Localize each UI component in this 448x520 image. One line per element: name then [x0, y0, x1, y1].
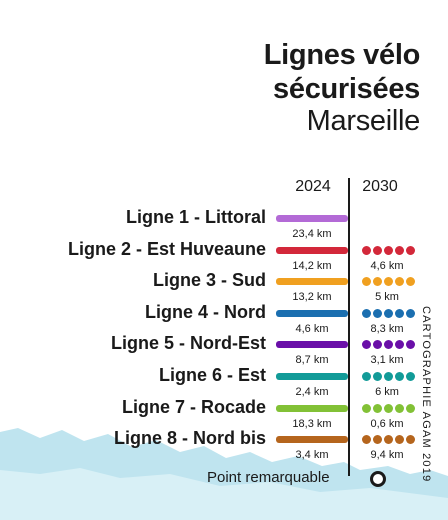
dot-2030	[384, 435, 393, 445]
value-label-2024: 13,2 km	[292, 291, 332, 304]
title-line-1: Lignes vélo	[263, 39, 421, 71]
value-label-2030: 4,6 km	[370, 259, 404, 272]
value-label-2030: 6 km	[375, 386, 399, 398]
dot-2030	[384, 308, 393, 318]
bar-2024	[276, 309, 348, 317]
dot-2030	[373, 308, 382, 318]
dot-2030	[395, 372, 404, 381]
dot-2030	[373, 245, 382, 255]
dot-2030	[373, 340, 382, 350]
dot-2030	[395, 403, 404, 413]
year-divider	[348, 178, 350, 476]
dot-2030	[395, 435, 404, 445]
chart-row: Ligne 4 - Nord 4,6 km 8,3 km	[0, 301, 448, 335]
year-header-2024: 2024	[295, 178, 331, 195]
dot-2030	[373, 403, 382, 413]
dot-2030	[395, 245, 404, 255]
coast-shadow	[0, 468, 448, 520]
dot-2030	[362, 403, 371, 413]
dot-2030	[395, 308, 404, 318]
value-label-2030: 0,6 km	[370, 417, 404, 430]
year-header-2030: 2030	[362, 178, 398, 195]
dot-2030	[406, 372, 415, 381]
dot-2030	[373, 435, 382, 445]
dot-2030	[373, 277, 382, 287]
bar-2024	[276, 215, 348, 222]
chart-row: Ligne 1 - Littoral 23,4 km	[0, 207, 448, 240]
dot-2030	[362, 245, 371, 255]
chart-title: Lignes vélo sécurisées	[263, 38, 421, 106]
value-label-2024: 4,6 km	[295, 322, 329, 335]
value-label-2024: 2,4 km	[295, 386, 329, 398]
chart-row: Ligne 6 - Est 2,4 km 6 km	[0, 365, 448, 398]
legend-label: Point remarquable	[207, 469, 330, 486]
dot-2030	[384, 372, 393, 381]
chart-subtitle: Marseille	[306, 105, 421, 137]
chart-row: Ligne 7 - Rocade 18,3 km 0,6 km	[0, 396, 448, 430]
dot-2030	[362, 277, 371, 287]
bar-2024	[276, 373, 348, 380]
dot-2030	[406, 435, 415, 445]
value-label-2030: 9,4 km	[370, 449, 404, 462]
chart-row: Ligne 8 - Nord bis 3,4 km 9,4 km	[0, 428, 448, 462]
dot-2030	[406, 308, 415, 318]
line-name-label: Ligne 1 - Littoral	[125, 207, 266, 227]
dot-2030	[406, 277, 415, 287]
dot-2030	[384, 245, 393, 255]
dot-2030	[373, 372, 382, 381]
remarkable-point-icon	[370, 471, 386, 487]
dot-2030	[362, 340, 371, 350]
value-label-2024: 18,3 km	[292, 417, 332, 430]
dot-2030	[362, 435, 371, 445]
bar-2024	[276, 246, 348, 254]
chart-row: Ligne 3 - Sud 13,2 km 5 km	[0, 270, 448, 304]
dot-2030	[362, 372, 371, 381]
value-label-2024: 23,4 km	[292, 228, 332, 240]
credit-text: CARTOGRAPHIE AGAM 2019	[420, 306, 432, 483]
bar-2024	[276, 436, 348, 444]
value-label-2024: 3,4 km	[295, 449, 329, 462]
line-name-label: Ligne 3 - Sud	[152, 270, 266, 291]
line-name-label: Ligne 8 - Nord bis	[113, 428, 266, 449]
dot-2030	[406, 403, 415, 413]
dot-2030	[362, 308, 371, 318]
value-label-2030: 3,1 km	[370, 354, 404, 367]
line-name-label: Ligne 4 - Nord	[145, 301, 266, 322]
bar-2024	[276, 278, 348, 286]
dot-2030	[395, 340, 404, 350]
line-name-label: Ligne 7 - Rocade	[121, 396, 266, 417]
value-label-2024: 14,2 km	[292, 259, 332, 272]
dot-2030	[384, 403, 393, 413]
dot-2030	[384, 277, 393, 287]
chart-row: Ligne 5 - Nord-Est 8,7 km 3,1 km	[0, 333, 448, 367]
value-label-2030: 5 km	[375, 291, 399, 304]
value-label-2030: 8,3 km	[370, 322, 404, 335]
chart-row: Ligne 2 - Est Huveaune 14,2 km 4,6 km	[0, 238, 448, 272]
title-line-2: sécurisées	[273, 73, 420, 105]
dot-2030	[384, 340, 393, 350]
value-label-2024: 8,7 km	[295, 354, 329, 367]
dot-2030	[406, 340, 415, 350]
bar-2024	[276, 404, 348, 412]
line-name-label: Ligne 6 - Est	[158, 365, 266, 385]
line-name-label: Ligne 5 - Nord-Est	[110, 333, 266, 354]
dot-2030	[395, 277, 404, 287]
line-name-label: Ligne 2 - Est Huveaune	[67, 238, 266, 259]
bar-2024	[276, 341, 348, 349]
dot-2030	[406, 245, 415, 255]
